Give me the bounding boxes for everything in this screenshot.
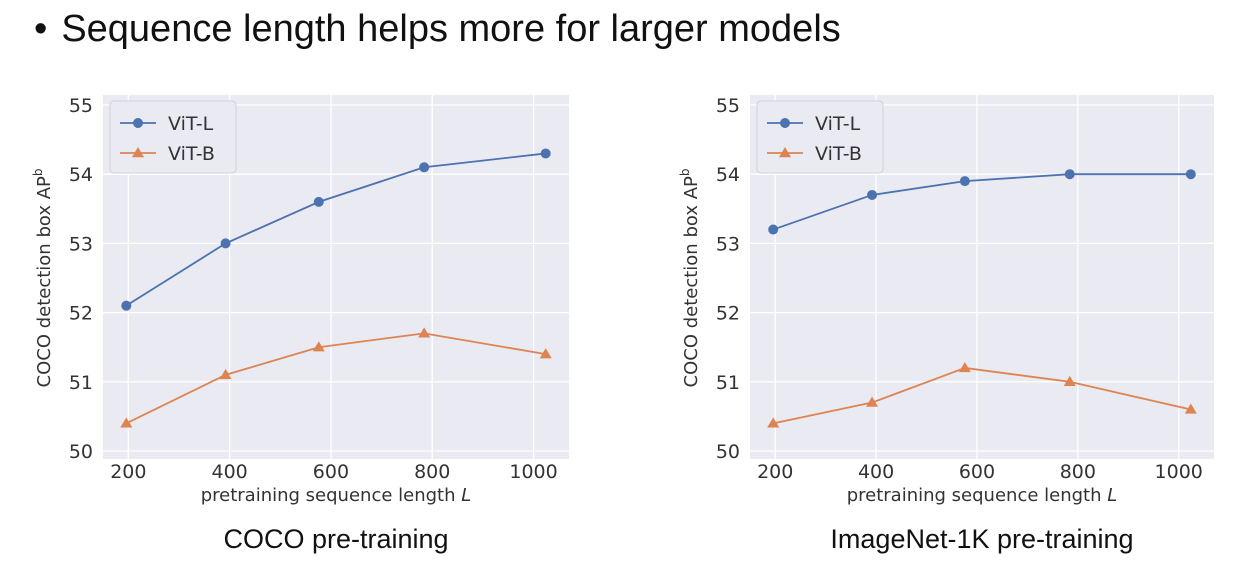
x-tick-label: 600 [959,461,995,483]
data-point-vit-l [121,300,132,311]
chart-caption: COCO pre-training [223,524,448,554]
data-point-vit-l [867,189,878,200]
x-axis-label: pretraining sequence length L [847,485,1118,506]
slide-heading: • Sequence length helps more for larger m… [34,8,841,51]
data-point-vit-b [1184,403,1197,414]
data-point-vit-b [120,417,133,428]
x-tick-label: 800 [1060,461,1096,483]
x-tick-label: 600 [313,461,349,483]
y-tick-label: 50 [716,441,740,463]
y-tick-label: 52 [69,303,93,325]
legend-marker [132,147,144,158]
data-point-vit-l [313,196,324,207]
y-tick-label: 51 [69,372,93,394]
x-tick-label: 800 [414,461,450,483]
legend-marker [779,147,791,158]
data-point-vit-b [958,361,971,373]
y-tick-label: 55 [716,95,740,117]
legend-marker [780,118,790,128]
data-point-vit-b [1063,375,1076,386]
chart-caption: ImageNet-1K pre-training [830,524,1133,554]
x-tick-label: 400 [858,461,894,483]
data-point-vit-l [959,176,970,187]
chart-2: 50 51 52 53 54 55 200 400 600 800 1000 pretraining … [678,95,1214,554]
data-point-vit-b [866,396,879,407]
bullet-point: • [34,8,48,50]
y-tick-label: 51 [716,372,740,394]
y-tick-label: 54 [716,164,740,186]
x-axis-label: pretraining sequence length L [201,485,472,506]
data-point-vit-l [1185,169,1196,180]
data-point-vit-l [419,162,430,173]
data-point-vit-b [539,348,552,359]
data-point-vit-b [767,417,780,428]
data-point-vit-l [768,224,779,235]
legend-marker [133,118,143,128]
legend-label: ViT-B [815,143,862,165]
x-tick-label: 200 [757,461,793,483]
x-tick-label: 1000 [1155,461,1203,483]
y-tick-label: 53 [69,233,93,255]
y-tick-label: 54 [69,164,93,186]
data-point-vit-l [220,238,231,249]
legend-label: ViT-L [168,113,214,135]
y-tick-label: 55 [69,95,93,117]
y-tick-label: 52 [716,303,740,325]
legend-label: ViT-B [168,143,215,165]
chart-1: 50 51 52 53 54 55 200 400 600 800 1000 pretraining … [31,95,569,554]
heading-text: Sequence length helps more for larger mo… [61,8,841,50]
data-point-vit-l [1064,169,1075,180]
y-axis-label: COCO detection box APb [31,169,55,388]
x-tick-label: 1000 [509,461,557,483]
data-point-vit-b [312,341,325,352]
x-tick-label: 400 [211,461,247,483]
y-tick-label: 50 [69,441,93,463]
y-tick-label: 53 [716,233,740,255]
data-point-vit-l [540,148,551,159]
x-tick-label: 200 [110,461,146,483]
y-axis-label: COCO detection box APb [678,169,702,388]
data-point-vit-b [219,368,232,380]
legend-label: ViT-L [815,113,861,135]
data-point-vit-b [418,327,431,338]
